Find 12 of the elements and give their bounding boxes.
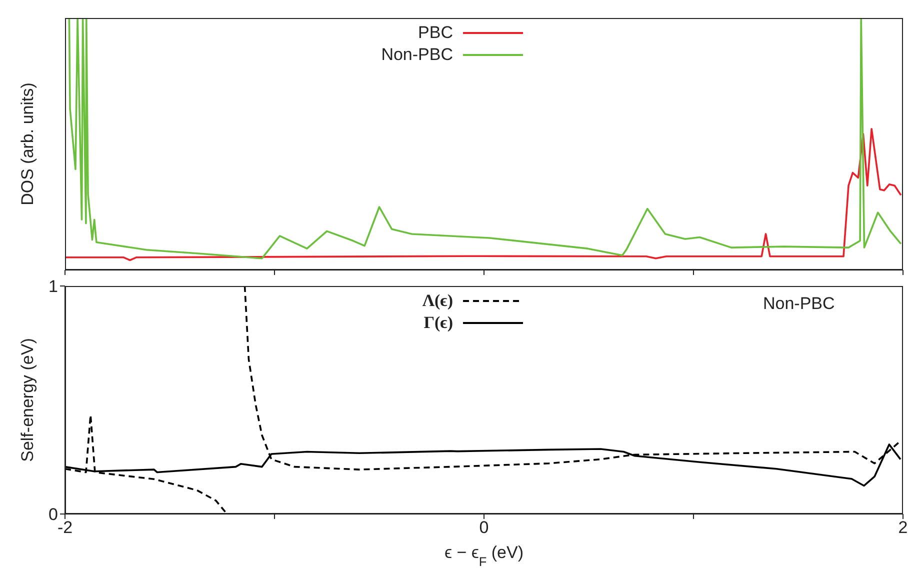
y-tick-label: 1 [48,277,58,296]
legend-label: Γ(ϵ) [424,313,453,332]
y-axis-title: Self-energy (eV) [18,338,37,462]
legend-label: Λ(ϵ) [422,291,453,310]
legend-label: PBC [418,23,453,42]
x-tick-label: -2 [57,518,73,538]
x-tick-label: 2 [898,518,908,538]
legend-label: Non-PBC [381,45,453,64]
annotation: Non-PBC [763,294,835,313]
x-axis-title: ϵ − ϵ$_{F}$ (eV) [444,543,524,568]
x-tick-label: 0 [479,518,489,538]
y-axis-title: DOS (arb. units) [18,82,37,206]
